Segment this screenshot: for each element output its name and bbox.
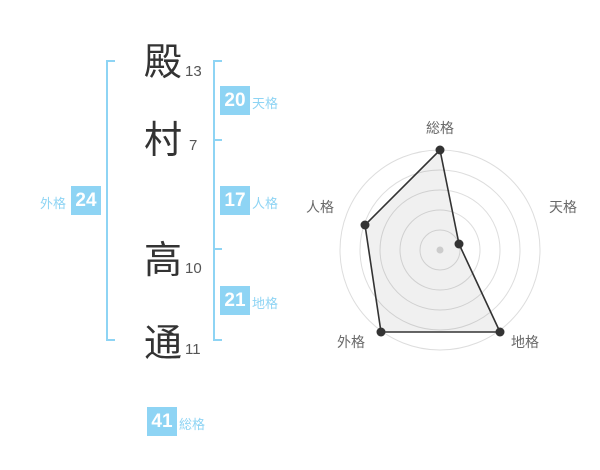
svg-text:地格: 地格 xyxy=(511,334,539,350)
svg-text:外格: 外格 xyxy=(337,334,365,350)
svg-text:人格: 人格 xyxy=(306,199,334,215)
svg-text:総格: 総格 xyxy=(426,120,454,136)
svg-text:天格: 天格 xyxy=(549,199,577,215)
